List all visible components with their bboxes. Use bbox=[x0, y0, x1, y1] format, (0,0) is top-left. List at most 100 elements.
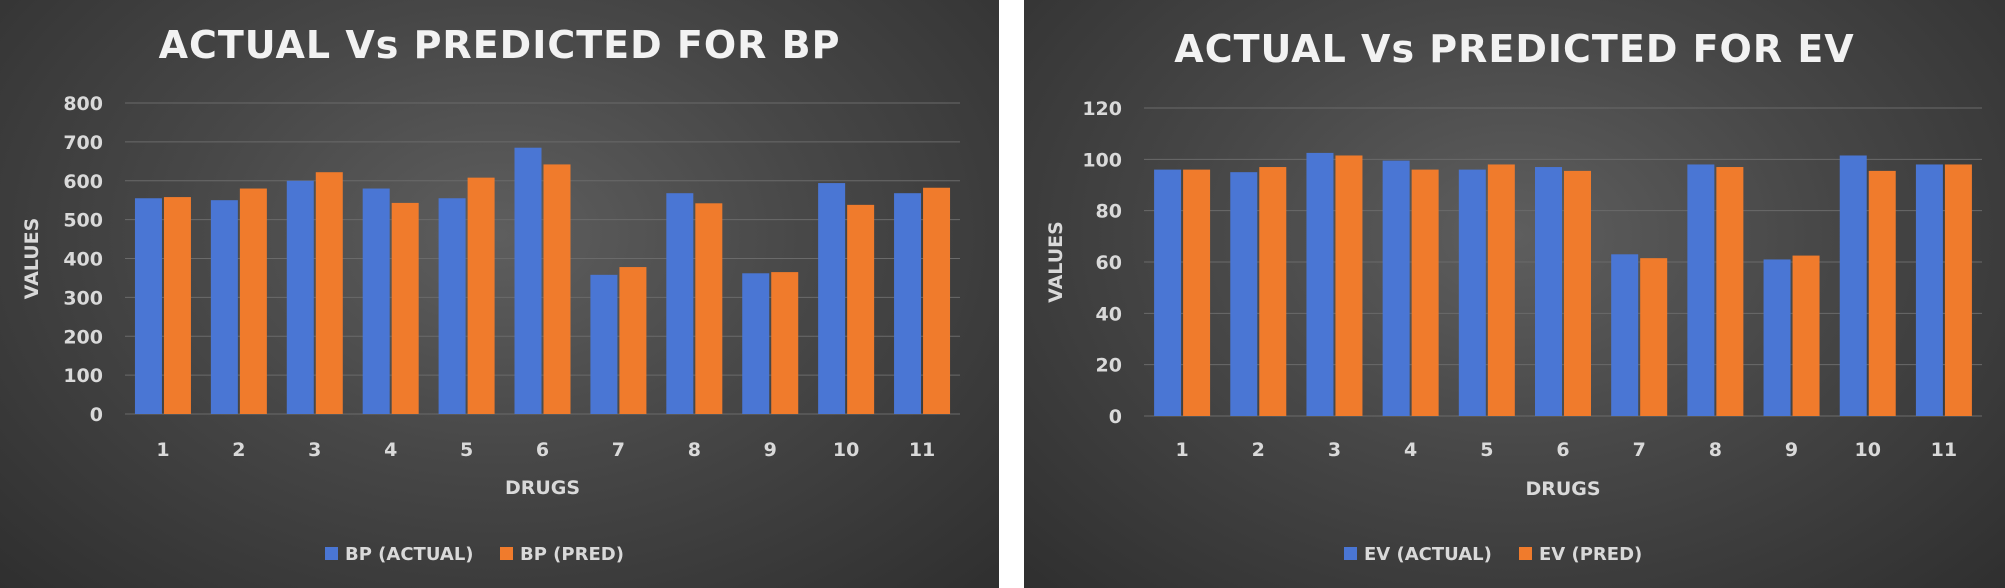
bar-actual bbox=[666, 193, 694, 414]
bar-pred bbox=[695, 203, 723, 414]
y-tick-label: 80 bbox=[1096, 201, 1122, 223]
bar-actual bbox=[438, 198, 466, 414]
bar-pred bbox=[1564, 170, 1591, 416]
bar-pred bbox=[1335, 155, 1363, 416]
bar-actual bbox=[286, 180, 314, 414]
ev-legend: EV (ACTUAL) EV (PRED) bbox=[1344, 544, 1642, 565]
bar-actual bbox=[362, 188, 390, 414]
bar-actual bbox=[742, 273, 770, 414]
bar-actual bbox=[1611, 254, 1639, 416]
x-tick-label: 8 bbox=[688, 439, 701, 461]
x-tick-label: 1 bbox=[156, 439, 169, 461]
x-tick-label: 7 bbox=[612, 439, 625, 461]
x-tick-label: 5 bbox=[1480, 439, 1493, 461]
bar-pred bbox=[1716, 167, 1744, 416]
y-tick-label: 400 bbox=[63, 249, 103, 271]
bar-actual bbox=[1382, 160, 1410, 416]
y-tick-label: 800 bbox=[63, 93, 103, 115]
y-tick-label: 200 bbox=[63, 326, 103, 348]
bar-pred bbox=[239, 188, 267, 414]
bar-pred bbox=[1259, 167, 1287, 416]
bar-actual bbox=[894, 193, 922, 414]
bar-actual bbox=[1230, 172, 1258, 416]
y-tick-label: 20 bbox=[1096, 355, 1122, 377]
bar-actual bbox=[818, 183, 846, 414]
bar-pred bbox=[847, 204, 875, 414]
legend-swatch bbox=[1519, 547, 1532, 560]
bar-actual bbox=[1687, 164, 1715, 416]
y-tick-label: 300 bbox=[63, 287, 103, 309]
x-tick-label: 4 bbox=[384, 439, 397, 461]
bp-chart-title: ACTUAL Vs PREDICTED FOR BP bbox=[159, 23, 841, 67]
x-tick-label: 3 bbox=[308, 439, 321, 461]
bp-legend: BP (ACTUAL) BP (PRED) bbox=[325, 544, 624, 565]
bar-pred bbox=[1411, 169, 1439, 416]
y-tick-label: 100 bbox=[63, 365, 103, 387]
x-tick-label: 2 bbox=[232, 439, 245, 461]
bar-actual bbox=[1915, 164, 1943, 416]
x-tick-label: 4 bbox=[1404, 439, 1417, 461]
chart-svg: ACTUAL Vs PREDICTED FOR BP 0 100 200 300 400 5… bbox=[21, 23, 960, 565]
legend-label: BP (ACTUAL) bbox=[345, 544, 474, 565]
x-tick-label: 10 bbox=[833, 439, 859, 461]
x-tick-label: 6 bbox=[1556, 439, 1569, 461]
bar-actual bbox=[1154, 169, 1182, 416]
bar-pred bbox=[1487, 164, 1515, 416]
x-tick-label: 1 bbox=[1175, 439, 1188, 461]
ev-chart-panel: ACTUAL Vs PREDICTED FOR EV 0 20 40 60 80 100 12… bbox=[1024, 0, 2005, 588]
y-tick-label: 500 bbox=[63, 210, 103, 232]
bar-pred bbox=[771, 272, 799, 414]
x-tick-label: 9 bbox=[764, 439, 777, 461]
y-tick-label: 100 bbox=[1082, 149, 1122, 171]
x-tick-label: 8 bbox=[1709, 439, 1722, 461]
bar-pred bbox=[391, 202, 419, 414]
bar-actual bbox=[514, 147, 542, 415]
x-tick-label: 11 bbox=[909, 439, 935, 461]
y-tick-label: 0 bbox=[1109, 406, 1122, 428]
bar-actual bbox=[1306, 152, 1334, 416]
bar-actual bbox=[134, 198, 162, 414]
x-tick-label: 2 bbox=[1252, 439, 1265, 461]
bar-pred bbox=[1640, 258, 1668, 416]
y-tick-label: 60 bbox=[1096, 252, 1122, 274]
bar-pred bbox=[315, 172, 343, 414]
bar-pred bbox=[1792, 255, 1820, 416]
bar-pred bbox=[467, 177, 495, 414]
bp-x-axis-title: DRUGS bbox=[505, 477, 580, 499]
legend-swatch bbox=[1344, 547, 1357, 560]
legend-swatch bbox=[500, 547, 513, 560]
ev-x-axis-title: DRUGS bbox=[1525, 478, 1600, 500]
legend-label: EV (PRED) bbox=[1539, 544, 1642, 565]
x-tick-label: 6 bbox=[536, 439, 549, 461]
ev-y-axis-title: VALUES bbox=[1045, 221, 1067, 303]
x-tick-label: 9 bbox=[1785, 439, 1798, 461]
bar-pred bbox=[163, 197, 191, 414]
bar-pred bbox=[1944, 164, 1972, 416]
bar-actual bbox=[1839, 155, 1867, 416]
ev-chart-title: ACTUAL Vs PREDICTED FOR EV bbox=[1174, 27, 1854, 71]
bar-pred bbox=[923, 187, 951, 414]
y-tick-label: 40 bbox=[1096, 303, 1122, 325]
legend-label: BP (PRED) bbox=[520, 544, 624, 565]
x-tick-label: 11 bbox=[1931, 439, 1957, 461]
bar-pred bbox=[1868, 170, 1896, 416]
bar-actual bbox=[590, 274, 618, 414]
y-tick-label: 0 bbox=[90, 404, 103, 426]
bp-y-axis-title: VALUES bbox=[21, 218, 43, 300]
bar-pred bbox=[1183, 169, 1211, 416]
bp-chart-panel: ACTUAL Vs PREDICTED FOR BP 0 100 200 300 400 5… bbox=[0, 0, 999, 588]
y-tick-label: 600 bbox=[63, 171, 103, 193]
y-tick-label: 700 bbox=[63, 132, 103, 154]
legend-label: EV (ACTUAL) bbox=[1364, 544, 1492, 565]
bar-pred bbox=[619, 267, 647, 414]
x-tick-label: 7 bbox=[1633, 439, 1646, 461]
x-tick-label: 5 bbox=[460, 439, 473, 461]
bar-actual bbox=[210, 200, 238, 414]
bar-actual bbox=[1458, 169, 1486, 416]
bar-actual bbox=[1535, 167, 1562, 416]
bar-pred bbox=[543, 164, 571, 414]
legend-swatch bbox=[325, 547, 338, 560]
y-tick-label: 120 bbox=[1082, 98, 1122, 120]
bar-actual bbox=[1763, 259, 1791, 416]
x-tick-label: 3 bbox=[1328, 439, 1341, 461]
